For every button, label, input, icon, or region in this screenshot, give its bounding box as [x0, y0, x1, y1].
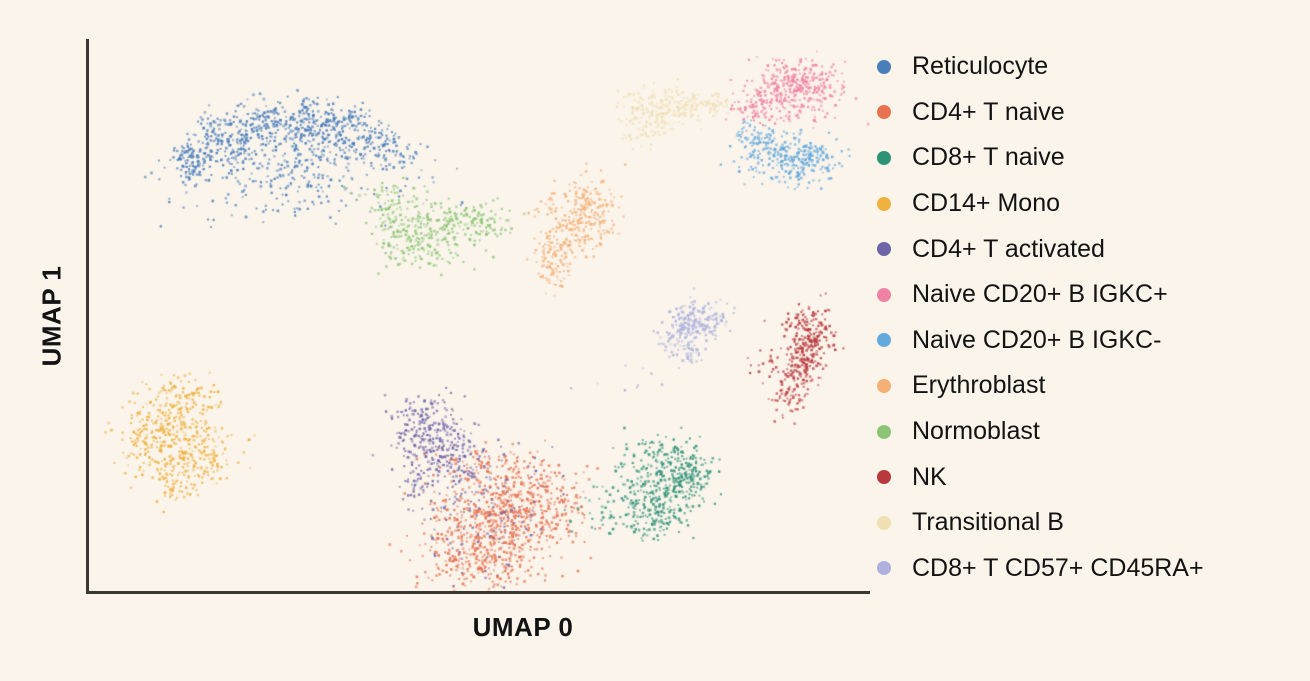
legend-item: Naive CD20+ B IGKC+: [877, 272, 1204, 318]
legend-label: Naive CD20+ B IGKC+: [912, 280, 1168, 309]
legend: Reticulocyte CD4+ T naive CD8+ T naive CD14…: [877, 44, 1204, 591]
legend-label: CD8+ T naive: [912, 143, 1065, 172]
legend-label: CD14+ Mono: [912, 189, 1060, 218]
legend-dot-icon: [877, 424, 891, 439]
legend-item: Transitional B: [877, 500, 1204, 546]
x-axis-label: UMAP 0: [472, 612, 574, 642]
legend-dot-icon: [877, 150, 891, 165]
legend-item: Erythroblast: [877, 363, 1204, 409]
legend-label: Erythroblast: [912, 371, 1046, 400]
legend-dot-icon: [877, 242, 891, 257]
legend-dot-icon: [877, 59, 891, 74]
legend-item: Normoblast: [877, 409, 1204, 455]
legend-dot-icon: [877, 515, 891, 530]
legend-item: CD8+ T naive: [877, 135, 1204, 181]
legend-dot-icon: [877, 287, 891, 302]
legend-label: CD4+ T naive: [912, 97, 1065, 126]
plot-axes: [86, 39, 870, 594]
legend-dot-icon: [877, 470, 891, 485]
scatter-canvas: [88, 39, 870, 593]
legend-dot-icon: [877, 378, 891, 393]
legend-item: NK: [877, 454, 1204, 500]
legend-dot-icon: [877, 105, 891, 120]
legend-label: CD8+ T CD57+ CD45RA+: [912, 553, 1204, 582]
legend-item: CD8+ T CD57+ CD45RA+: [877, 546, 1204, 592]
legend-dot-icon: [877, 333, 891, 348]
y-axis-label: UMAP 1: [36, 265, 67, 367]
legend-item: Reticulocyte: [877, 44, 1204, 90]
legend-item: CD14+ Mono: [877, 181, 1204, 227]
legend-label: NK: [912, 462, 947, 491]
legend-dot-icon: [877, 561, 891, 576]
legend-dot-icon: [877, 196, 891, 211]
legend-label: Naive CD20+ B IGKC-: [912, 325, 1162, 354]
legend-item: CD4+ T activated: [877, 226, 1204, 272]
legend-item: Naive CD20+ B IGKC-: [877, 318, 1204, 364]
legend-label: Normoblast: [912, 417, 1040, 446]
legend-label: CD4+ T activated: [912, 234, 1105, 263]
legend-item: CD4+ T naive: [877, 90, 1204, 136]
legend-label: Transitional B: [912, 508, 1064, 537]
legend-label: Reticulocyte: [912, 52, 1049, 81]
